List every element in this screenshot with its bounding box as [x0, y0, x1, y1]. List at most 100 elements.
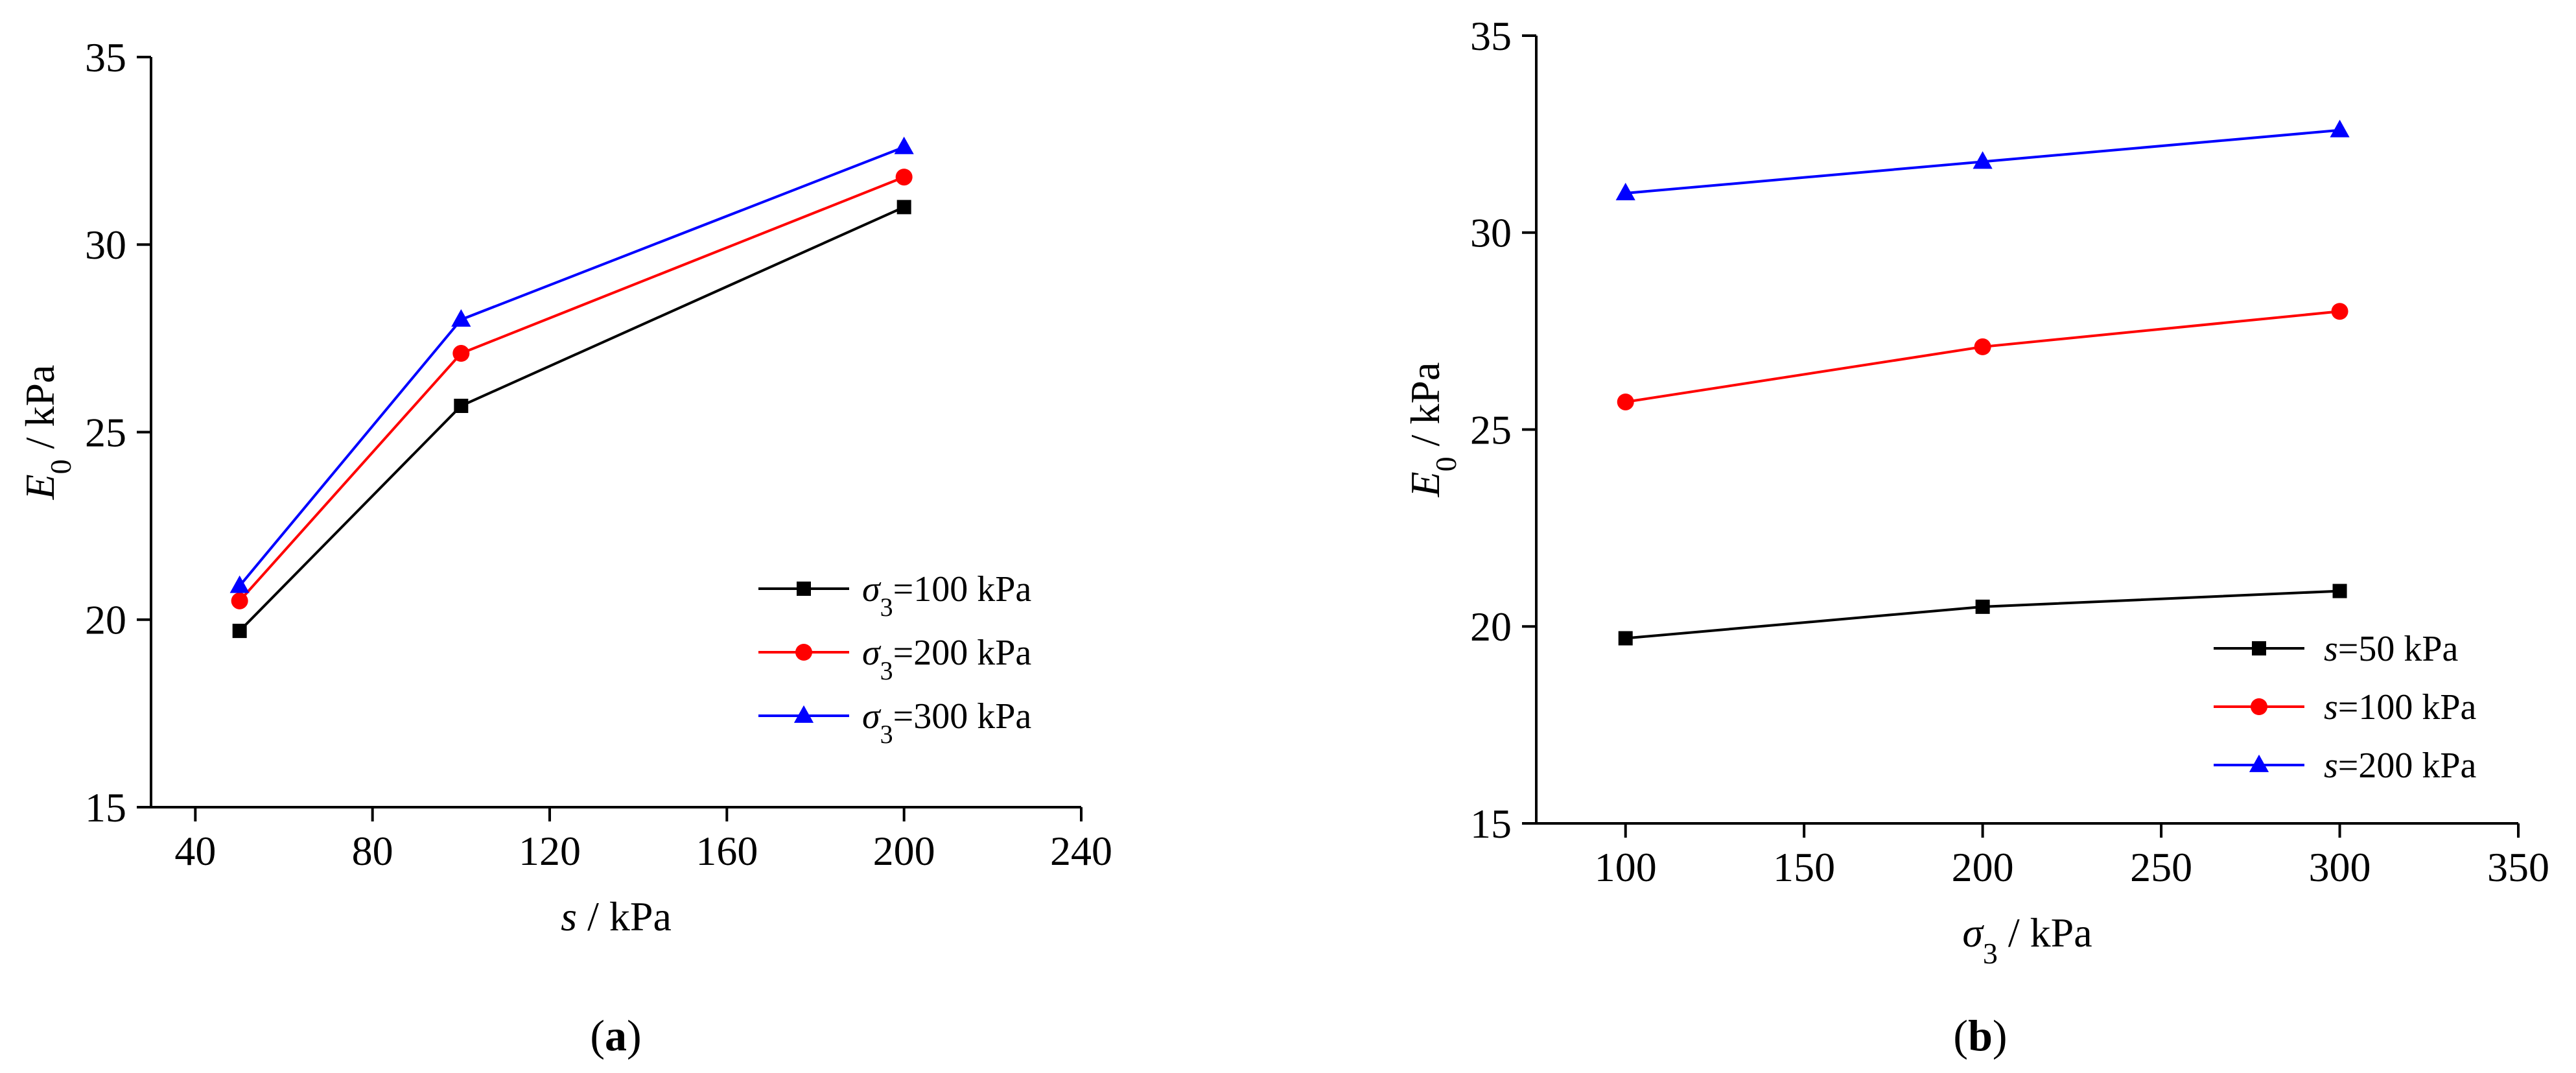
x-axis-label-subscript: 3 — [1983, 937, 1998, 970]
x-tick-label: 40 — [174, 828, 216, 874]
data-point-triangle — [894, 136, 914, 154]
y-axis-label: E0 / kPa — [17, 365, 77, 501]
legend-label-text: =100 kPa — [893, 569, 1032, 609]
data-point-circle — [1974, 338, 1991, 355]
x-tick-label: 100 — [1595, 844, 1657, 890]
series-2 — [231, 169, 913, 609]
data-point-triangle — [229, 575, 250, 593]
x-axis-label: s / kPa — [561, 893, 672, 939]
legend-label-subscript: 3 — [880, 593, 893, 622]
x-tick-label: 80 — [352, 828, 393, 874]
data-point-circle — [895, 169, 913, 186]
series-3 — [229, 136, 914, 593]
legend-label-text: =200 kPa — [893, 633, 1032, 673]
legend-label-text: =50 kPa — [2338, 629, 2459, 669]
legend-label-symbol: s — [2324, 629, 2338, 669]
y-axis-label-unit: / kPa — [1402, 362, 1448, 457]
legend-marker-triangle — [2249, 754, 2269, 772]
legend-label-text: =200 kPa — [2338, 746, 2477, 786]
legend-label-symbol: σ — [862, 633, 882, 673]
x-tick-label: 200 — [1952, 844, 2014, 890]
y-tick-label: 35 — [85, 34, 126, 80]
data-point-square — [1618, 631, 1633, 646]
legend-label-symbol: σ — [862, 569, 882, 609]
x-tick-label: 200 — [873, 828, 935, 874]
data-point-triangle — [2330, 119, 2350, 137]
x-axis-label-unit: / kPa — [577, 893, 672, 939]
x-tick-label: 240 — [1050, 828, 1112, 874]
legend-label-text: =300 kPa — [893, 696, 1032, 737]
series-3 — [1615, 119, 2350, 200]
x-tick-label: 350 — [2487, 844, 2549, 890]
data-point-circle — [1617, 393, 1634, 410]
data-point-circle — [2331, 303, 2348, 320]
panel-label: (b) — [1953, 1011, 2007, 1060]
legend-label-text: =100 kPa — [2338, 687, 2477, 727]
legend-label-symbol: σ — [862, 696, 882, 737]
data-point-triangle — [1973, 151, 1993, 169]
legend-label-subscript: 3 — [880, 656, 893, 685]
legend-marker-circle — [795, 644, 812, 661]
y-tick-label: 15 — [85, 784, 126, 831]
data-point-circle — [231, 592, 248, 609]
x-axis-label-symbol: s — [561, 893, 577, 939]
series-line — [1625, 310, 2340, 403]
x-axis-label-unit: / kPa — [1998, 910, 2092, 956]
legend-entry: s=100 kPa — [2214, 687, 2477, 727]
x-tick-label: 250 — [2130, 844, 2192, 890]
y-tick-label: 15 — [1470, 801, 1512, 847]
y-tick-label: 25 — [1470, 407, 1512, 453]
legend-label: σ3=100 kPa — [862, 569, 1031, 622]
x-tick-label: 150 — [1773, 844, 1835, 890]
legend-label-subscript: 3 — [880, 720, 893, 749]
legend-label-symbol: s — [2324, 687, 2338, 727]
legend-marker-square — [797, 582, 811, 596]
legend-label: σ3=200 kPa — [862, 633, 1031, 685]
y-axis-label-subscript: 0 — [44, 459, 77, 474]
legend-marker-triangle — [793, 705, 814, 723]
legend-entry: s=200 kPa — [2214, 746, 2477, 786]
legend-label: s=200 kPa — [2324, 746, 2477, 786]
series-line — [239, 176, 905, 602]
y-axis-label-unit: / kPa — [17, 365, 63, 460]
y-axis-label-subscript: 0 — [1429, 456, 1462, 471]
x-tick-label: 160 — [696, 828, 758, 874]
y-tick-label: 30 — [1470, 210, 1512, 256]
data-point-square — [2332, 584, 2347, 598]
y-axis-label-symbol: E — [17, 474, 63, 500]
x-tick-label: 300 — [2309, 844, 2371, 890]
legend-label-symbol: s — [2324, 746, 2338, 786]
y-tick-label: 35 — [1470, 13, 1512, 59]
series-line — [239, 206, 905, 632]
legend-label: s=100 kPa — [2324, 687, 2477, 727]
data-point-square — [1975, 599, 1990, 614]
data-point-triangle — [451, 309, 471, 327]
series-1 — [232, 200, 911, 639]
legend-entry: σ3=300 kPa — [758, 696, 1031, 749]
legend-label: s=50 kPa — [2324, 629, 2459, 669]
series-line — [1625, 589, 2340, 640]
legend-entry: s=50 kPa — [2214, 629, 2459, 669]
x-axis-label-symbol: σ — [1962, 910, 1984, 956]
data-point-square — [896, 200, 911, 215]
legend-entry: σ3=200 kPa — [758, 633, 1031, 685]
y-tick-label: 30 — [85, 222, 126, 268]
data-point-circle — [452, 345, 470, 362]
y-axis-label: E0 / kPa — [1402, 362, 1462, 498]
data-point-square — [454, 399, 469, 414]
data-point-square — [232, 624, 247, 639]
series-line — [239, 145, 905, 587]
y-tick-label: 20 — [85, 597, 126, 643]
x-tick-label: 120 — [519, 828, 581, 874]
legend-marker-square — [2252, 641, 2266, 655]
series-2 — [1617, 303, 2348, 410]
panel-label: (a) — [590, 1011, 641, 1060]
legend-label: σ3=300 kPa — [862, 696, 1031, 749]
legend-marker-circle — [2251, 698, 2267, 715]
x-axis-label: σ3 / kPa — [1962, 910, 2092, 970]
